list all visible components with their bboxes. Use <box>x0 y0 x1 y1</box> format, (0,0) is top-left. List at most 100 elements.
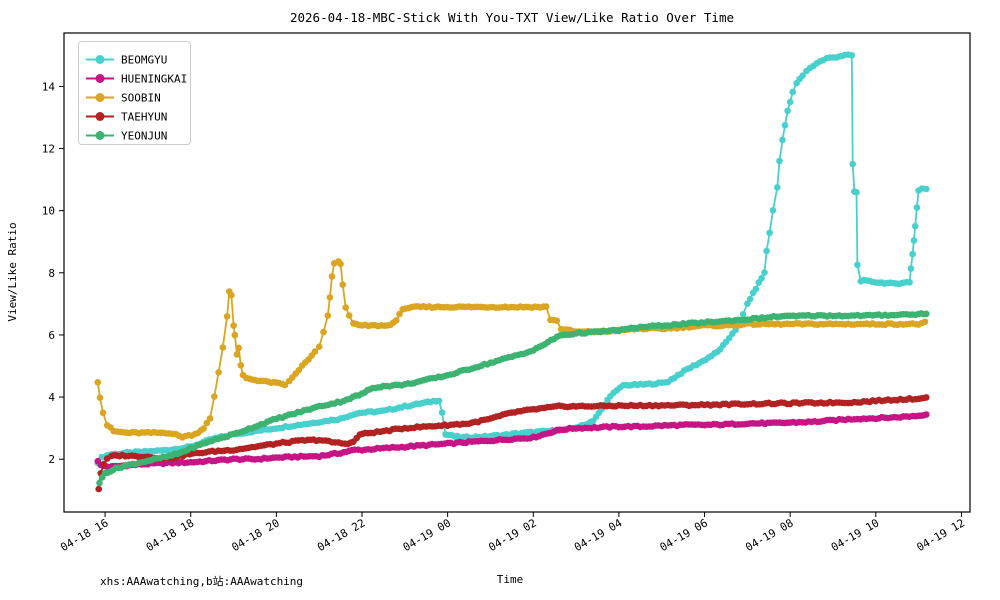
series-marker <box>769 207 777 214</box>
y-axis-label: View/Like Ratio <box>6 222 19 321</box>
y-tick-label: 14 <box>42 80 56 93</box>
series-marker <box>781 122 789 129</box>
series-marker <box>95 485 102 493</box>
series-marker <box>206 415 214 422</box>
series-marker <box>758 274 765 282</box>
series-marker <box>342 304 350 311</box>
series-marker <box>393 317 400 324</box>
x-tick-label: 04-18 18 <box>144 516 196 554</box>
series-marker <box>761 269 768 276</box>
series-marker <box>849 160 856 168</box>
series-marker <box>913 204 921 211</box>
watermark-text: xhs:AAAwatching,b站:AAAwatching <box>100 574 303 588</box>
legend-marker-TAEHYUN <box>95 112 105 121</box>
series-marker <box>739 311 747 318</box>
series-marker <box>853 189 860 196</box>
series-marker <box>320 328 327 336</box>
legend-marker-HUENINGKAI <box>95 74 105 83</box>
y-tick-label: 12 <box>42 143 55 156</box>
y-tick-label: 6 <box>48 329 55 342</box>
series-marker <box>233 351 241 358</box>
legend: BEOMGYU HUENINGKAI SOOBIN TAEHYUN YEONJUN <box>78 41 191 145</box>
x-tick-label: 04-19 04 <box>572 516 625 554</box>
x-tick-label: 04-19 12 <box>915 516 967 554</box>
series-marker <box>746 295 754 303</box>
series-marker <box>435 397 443 405</box>
series-marker <box>763 247 770 255</box>
series-marker <box>784 107 791 115</box>
series-marker <box>215 369 222 376</box>
series-marker <box>542 303 550 310</box>
x-axis-label: Time <box>497 573 524 586</box>
series-marker <box>776 157 783 165</box>
series-marker <box>281 381 289 389</box>
series-marker <box>848 52 856 59</box>
series-marker <box>237 362 245 369</box>
x-tick-label: 04-19 08 <box>743 516 795 554</box>
legend-label-YEONJUN: YEONJUN <box>121 130 167 143</box>
x-tick-label: 04-18 20 <box>229 516 281 554</box>
series-TAEHYUN <box>95 394 930 493</box>
series-marker <box>911 222 919 230</box>
series-marker <box>326 294 334 301</box>
x-tick-label: 04-19 02 <box>486 516 538 554</box>
series-marker <box>553 317 561 325</box>
series-marker <box>923 185 930 193</box>
chart-title: 2026-04-18-MBC-Stick With You-TXT View/L… <box>290 10 734 25</box>
series-marker <box>921 318 929 326</box>
series-marker <box>766 229 773 237</box>
legend-box <box>78 41 191 145</box>
y-tick-label: 8 <box>48 267 55 280</box>
series-marker <box>230 322 237 329</box>
series-marker <box>799 72 806 79</box>
series-marker <box>789 88 796 96</box>
series-marker <box>752 285 760 293</box>
plot-area: 2 4 6 8 10 12 14 04-18 16 04-18 18 04-18 20 04-18 … <box>42 32 971 554</box>
series-marker <box>328 273 336 280</box>
series-marker <box>337 260 344 268</box>
x-tick-label: 04-18 22 <box>315 516 367 554</box>
series-marker <box>345 312 353 319</box>
series-marker <box>100 460 108 468</box>
series-marker <box>438 409 446 416</box>
series-marker <box>909 250 916 258</box>
legend-marker-YEONJUN <box>95 131 105 140</box>
legend-label-HUENINGKAI: HUENINGKAI <box>121 73 187 86</box>
legend-marker-BEOMGYU <box>95 55 105 64</box>
series-marker <box>786 98 794 106</box>
series-marker <box>235 344 242 352</box>
series-marker <box>203 419 211 427</box>
series-YEONJUN <box>96 310 930 487</box>
legend-label-BEOMGYU: BEOMGYU <box>121 54 167 67</box>
series-marker <box>99 409 107 417</box>
series-marker <box>223 313 231 320</box>
series-marker <box>324 312 332 319</box>
series-marker <box>96 394 104 402</box>
y-tick-label: 4 <box>48 391 55 404</box>
y-tick-label: 2 <box>48 453 55 466</box>
series-marker <box>311 348 319 355</box>
x-tick-label: 04-19 06 <box>658 516 710 554</box>
x-tick-label: 04-19 00 <box>401 516 453 554</box>
legend-marker-SOOBIN <box>95 93 105 102</box>
series-marker <box>211 393 218 400</box>
series-marker <box>907 265 915 272</box>
series-marker <box>94 379 102 386</box>
series-marker <box>774 184 781 191</box>
series-marker <box>910 237 918 244</box>
series-marker <box>906 279 913 286</box>
legend-label-TAEHYUN: TAEHYUN <box>121 111 167 124</box>
legend-label-SOOBIN: SOOBIN <box>121 92 161 105</box>
series-marker <box>96 479 103 487</box>
series-marker <box>923 411 930 418</box>
x-tick-label: 04-18 16 <box>58 516 110 554</box>
y-tick-label: 10 <box>42 205 55 218</box>
series-marker <box>228 291 235 299</box>
series-marker <box>854 261 861 269</box>
series-HUENINGKAI <box>94 411 930 471</box>
series-marker <box>779 136 786 144</box>
series-marker <box>231 331 239 339</box>
series-marker <box>923 394 930 401</box>
